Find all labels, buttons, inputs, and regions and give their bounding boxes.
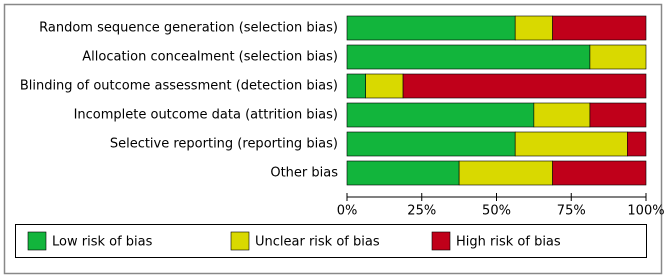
category-label: Incomplete outcome data (attrition bias)	[74, 108, 338, 123]
x-tick-label: 100%	[627, 204, 664, 219]
bar-segment	[514, 15, 553, 41]
legend-box	[15, 224, 647, 258]
bar-segment	[627, 131, 647, 157]
bar-segment	[533, 102, 591, 128]
category-label: Allocation concealment (selection bias)	[82, 50, 338, 65]
bar-segment	[346, 44, 591, 70]
bar-segment	[552, 160, 647, 186]
bar-segment	[346, 15, 516, 41]
legend-label: High risk of bias	[456, 235, 561, 250]
bar-segment	[346, 102, 535, 128]
bar-segment	[589, 102, 647, 128]
bar-segment	[458, 160, 553, 186]
bar-segment	[346, 160, 460, 186]
bar-segment	[589, 44, 647, 70]
bar-segment	[402, 73, 647, 99]
x-tick-label: 75%	[557, 204, 586, 219]
category-label: Random sequence generation (selection bi…	[39, 21, 338, 36]
x-tick-label: 50%	[482, 204, 511, 219]
x-tick-label: 25%	[407, 204, 436, 219]
legend-label: Low risk of bias	[52, 235, 153, 250]
category-label: Other bias	[270, 166, 338, 181]
legend-swatch	[27, 231, 47, 251]
legend-label: Unclear risk of bias	[255, 235, 380, 250]
legend-swatch	[230, 231, 250, 251]
bar-segment	[514, 131, 628, 157]
bar-segment	[552, 15, 647, 41]
bar-segment	[365, 73, 404, 99]
category-label: Selective reporting (reporting bias)	[110, 137, 338, 152]
legend-swatch	[431, 231, 451, 251]
bar-segment	[346, 131, 516, 157]
category-label: Blinding of outcome assessment (detectio…	[20, 79, 338, 94]
bar-segment	[346, 73, 366, 99]
x-tick-label: 0%	[337, 204, 358, 219]
